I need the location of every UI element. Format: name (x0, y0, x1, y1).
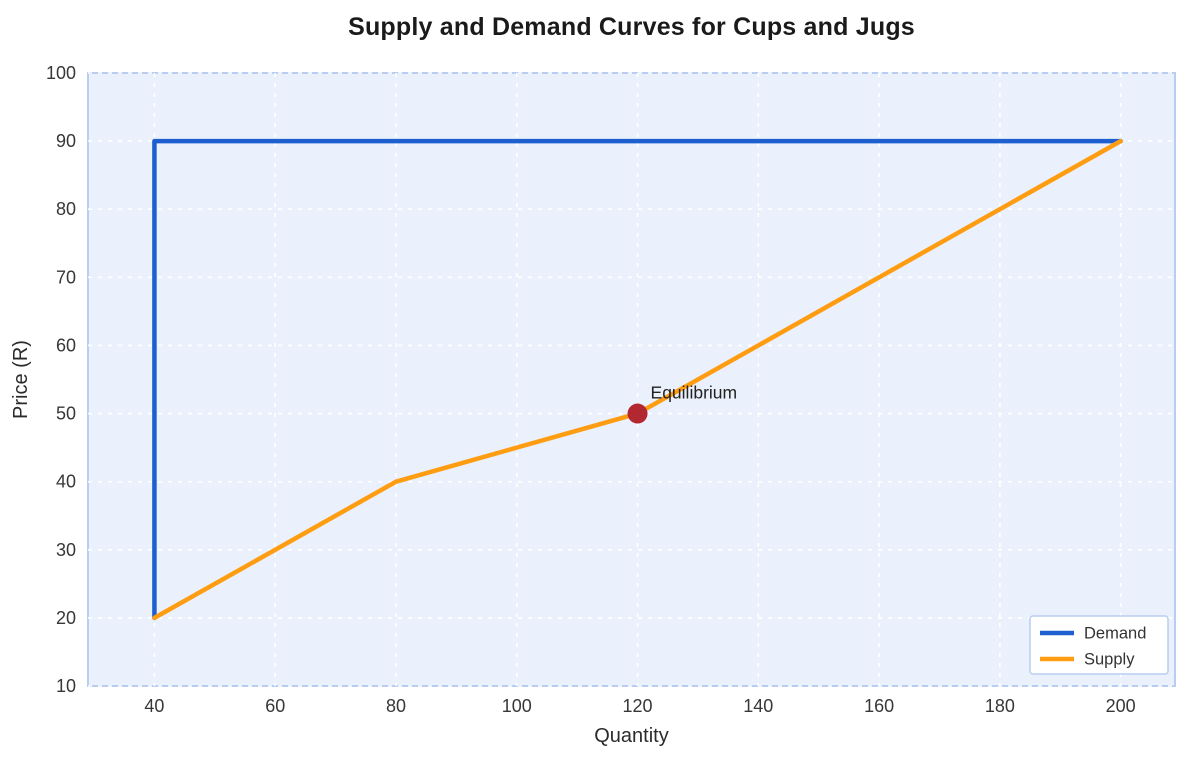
y-tick-label: 90 (56, 131, 76, 151)
x-tick-label: 60 (265, 696, 285, 716)
demand-line (152, 138, 1123, 621)
y-tick-label: 100 (46, 63, 76, 83)
x-tick-label: 140 (743, 696, 773, 716)
equilibrium-point (627, 403, 648, 424)
x-tick-label: 180 (985, 696, 1015, 716)
y-tick-label: 60 (56, 335, 76, 355)
y-tick-label: 50 (56, 404, 76, 424)
y-tick-label: 70 (56, 267, 76, 287)
legend-label-supply: Supply (1084, 651, 1135, 669)
y-tick-label: 40 (56, 472, 76, 492)
equilibrium-label: Equilibrium (651, 383, 738, 403)
x-tick-label: 40 (144, 696, 164, 716)
legend-label-demand: Demand (1084, 625, 1146, 643)
x-tick-label: 100 (502, 696, 532, 716)
x-tick-label: 200 (1106, 696, 1136, 716)
x-tick-label: 120 (623, 696, 653, 716)
y-tick-label: 20 (56, 608, 76, 628)
chart-title: Supply and Demand Curves for Cups and Ju… (348, 13, 915, 41)
y-tick-label: 10 (56, 676, 76, 696)
y-axis-label: Price (R) (10, 340, 32, 419)
y-tick-label: 80 (56, 199, 76, 219)
plot-area (87, 72, 1176, 687)
x-tick-label: 160 (864, 696, 894, 716)
x-tick-label: 80 (386, 696, 406, 716)
y-tick-label: 30 (56, 540, 76, 560)
x-axis-label: Quantity (594, 725, 668, 747)
supply-line (152, 138, 1123, 621)
